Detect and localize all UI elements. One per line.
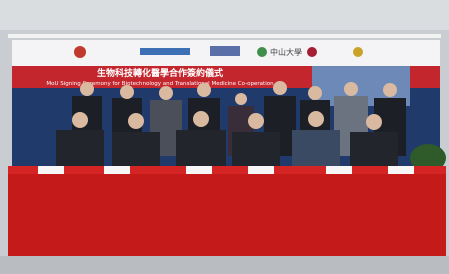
table-cloth	[8, 168, 446, 256]
ceiling	[0, 0, 449, 30]
banner-subtitle: MoU Signing Ceremony for Biotechnology a…	[46, 81, 274, 87]
logo	[257, 47, 267, 57]
logo	[210, 46, 240, 56]
photo: 中山大學 生物科技轉化醫學合作簽約儀式 MoU Signing Ceremony…	[0, 0, 449, 274]
logo	[140, 48, 190, 55]
floor	[0, 256, 449, 274]
logo	[353, 47, 363, 57]
logo-text: 中山大學	[270, 47, 302, 57]
logo	[307, 47, 317, 57]
banner-title: 生物科技轉化醫學合作簽約儀式	[97, 67, 223, 79]
light-strip	[8, 34, 441, 38]
logo	[74, 46, 86, 58]
table-edge	[8, 166, 446, 174]
